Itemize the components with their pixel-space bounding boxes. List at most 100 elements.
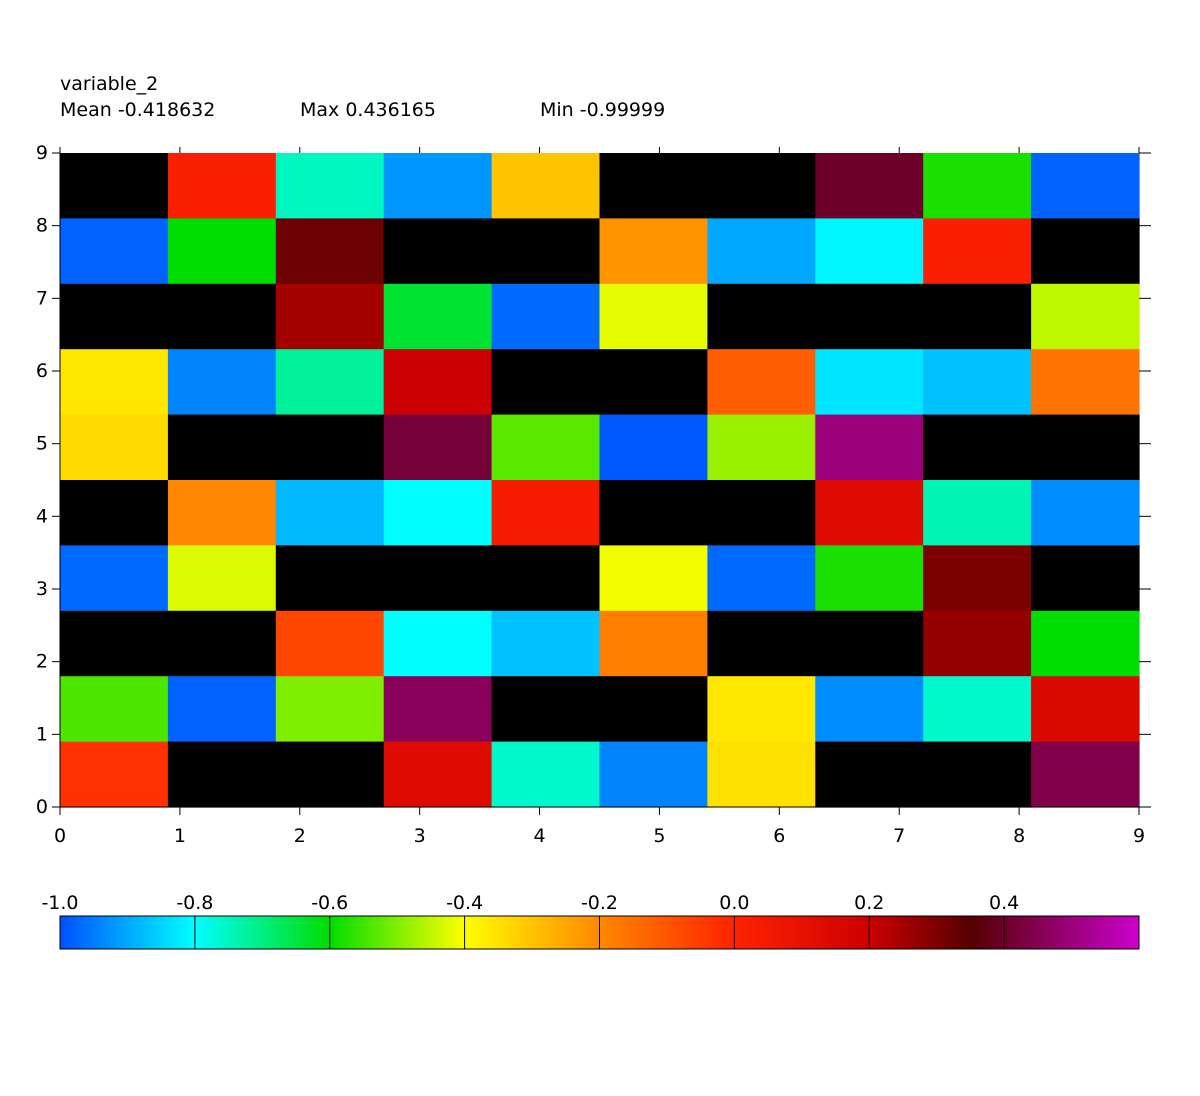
colorbar-tick-label: -0.6 <box>311 892 348 914</box>
heatmap-cell <box>167 283 277 350</box>
heatmap-cell <box>815 414 924 481</box>
heatmap-cell <box>167 741 277 808</box>
y-tick-label: 2 <box>36 651 48 673</box>
chart-title: variable_2 <box>60 73 158 95</box>
heatmap-cell <box>491 480 601 546</box>
heatmap-cell <box>275 480 385 546</box>
heatmap-cell <box>383 349 493 416</box>
heatmap-cell <box>815 153 924 219</box>
heatmap-cell <box>491 676 601 743</box>
heatmap-cell <box>815 283 924 350</box>
colorbar: -1.0 -0.8 -0.6 -0.4 -0.2 0.0 0.2 0.4 <box>41 892 1140 950</box>
heatmap-cell <box>491 283 601 350</box>
heatmap-cell <box>923 349 1032 416</box>
heatmap-cell <box>167 610 277 677</box>
heatmap-cell <box>60 153 169 219</box>
heatmap-cell <box>923 414 1032 481</box>
heatmap-cell <box>815 676 924 743</box>
heatmap-cell <box>275 283 385 350</box>
heatmap-cell <box>923 610 1032 677</box>
x-tick-label: 1 <box>174 825 186 847</box>
heatmap-cell <box>923 153 1032 219</box>
heatmap-cell <box>599 545 708 612</box>
y-tick-label: 5 <box>36 433 48 455</box>
y-tick-label: 0 <box>36 796 48 818</box>
stat-min-label: Min <box>540 99 574 121</box>
heatmap-cell <box>383 153 493 219</box>
heatmap-cell <box>491 153 601 219</box>
heatmap-cell <box>275 218 385 285</box>
heatmap-cell <box>923 218 1032 285</box>
heatmap-cell <box>60 414 169 481</box>
heatmap-cell <box>167 545 277 612</box>
heatmap-cell <box>923 545 1032 612</box>
y-tick-label: 4 <box>36 505 48 527</box>
x-tick-label: 5 <box>653 825 665 847</box>
heatmap-cell <box>491 610 601 677</box>
x-tick-label: 7 <box>893 825 905 847</box>
heatmap-cell <box>383 741 493 808</box>
heatmap-cell <box>707 153 816 219</box>
heatmap-cell <box>599 153 708 219</box>
heatmap-cell <box>923 676 1032 743</box>
heatmap-cell <box>491 414 601 481</box>
heatmap-cell <box>167 153 277 219</box>
heatmap-cell <box>923 480 1032 546</box>
stat-mean: Mean -0.418632 <box>60 99 215 121</box>
heatmap-cell <box>815 218 924 285</box>
heatmap-cell <box>707 283 816 350</box>
heatmap-cell <box>167 480 277 546</box>
axes: 0 1 2 3 4 5 6 7 8 9 0 1 2 3 4 5 6 7 8 9 <box>36 142 1151 847</box>
y-tick-label: 7 <box>36 287 48 309</box>
heatmap-cell <box>815 349 924 416</box>
heatmap-cell <box>1031 218 1140 285</box>
heatmap-cell <box>923 741 1032 808</box>
heatmap-cell <box>923 283 1032 350</box>
colorbar-tick-label: -1.0 <box>41 892 78 914</box>
x-tick-label: 4 <box>534 825 546 847</box>
heatmap-cell <box>707 741 816 808</box>
x-tick-label: 0 <box>54 825 66 847</box>
colorbar-tick-label: 0.4 <box>989 892 1019 914</box>
heatmap-cell <box>707 218 816 285</box>
stat-max: Max 0.436165 <box>300 99 436 121</box>
heatmap-cell <box>275 414 385 481</box>
heatmap-cell <box>707 480 816 546</box>
heatmap-cell <box>275 545 385 612</box>
heatmap-cell <box>599 218 708 285</box>
heatmap-cell <box>383 545 493 612</box>
x-tick-label: 6 <box>773 825 785 847</box>
heatmap-cell <box>383 414 493 481</box>
heatmap-cell <box>815 610 924 677</box>
heatmap-cell <box>815 741 924 808</box>
heatmap-cell <box>599 741 708 808</box>
heatmap-cell <box>491 218 601 285</box>
heatmap-cell <box>1031 610 1140 677</box>
heatmap-cell <box>383 610 493 677</box>
heatmap-cell <box>1031 349 1140 416</box>
heatmap-cell <box>1031 741 1140 808</box>
heatmap-cell <box>275 741 385 808</box>
heatmap-cell <box>1031 414 1140 481</box>
y-tick-label: 8 <box>36 215 48 237</box>
colorbar-tick-label: 0.0 <box>719 892 749 914</box>
heatmap-cell <box>167 218 277 285</box>
y-tick-label: 6 <box>36 360 48 382</box>
stat-min: Min -0.99999 <box>540 99 665 121</box>
heatmap-cell <box>383 480 493 546</box>
heatmap-cell <box>60 218 169 285</box>
heatmap-cell <box>707 349 816 416</box>
x-tick-label: 2 <box>294 825 306 847</box>
heatmap-cell <box>60 676 169 743</box>
heatmap-cell <box>1031 153 1140 219</box>
heatmap-cell <box>599 610 708 677</box>
heatmap-cell <box>60 480 169 546</box>
heatmap-cell <box>707 610 816 677</box>
heatmap-cell <box>707 545 816 612</box>
heatmap-cell <box>167 414 277 481</box>
heatmap-cell <box>167 349 277 416</box>
heatmap-cell <box>1031 480 1140 546</box>
heatmap-cell <box>491 741 601 808</box>
heatmap-cell <box>815 480 924 546</box>
